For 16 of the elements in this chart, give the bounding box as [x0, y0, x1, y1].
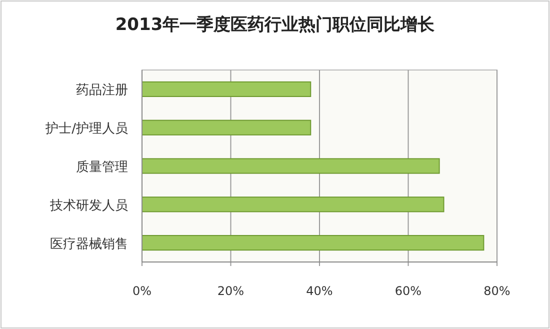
- x-tick-label: 80%: [484, 284, 510, 298]
- bar: [142, 81, 312, 97]
- bar: [142, 158, 440, 174]
- x-tick-label: 40%: [306, 284, 333, 298]
- x-tick-label: 20%: [217, 284, 244, 298]
- x-tick-label: 60%: [394, 284, 422, 298]
- y-tick-label: 药品注册: [76, 83, 128, 98]
- y-tick-label: 技术研发人员: [49, 198, 128, 214]
- bar: [142, 120, 312, 136]
- y-tick-label: 质量管理: [76, 160, 128, 175]
- y-tick-label: 医疗器械销售: [50, 236, 128, 252]
- chart-title: 2013年一季度医药行业热门职位同比增长: [115, 15, 436, 35]
- bar: [142, 235, 484, 251]
- y-tick-label: 护士/护理人员: [44, 122, 128, 137]
- bar: [142, 196, 444, 212]
- x-tick-label: 0%: [132, 284, 152, 298]
